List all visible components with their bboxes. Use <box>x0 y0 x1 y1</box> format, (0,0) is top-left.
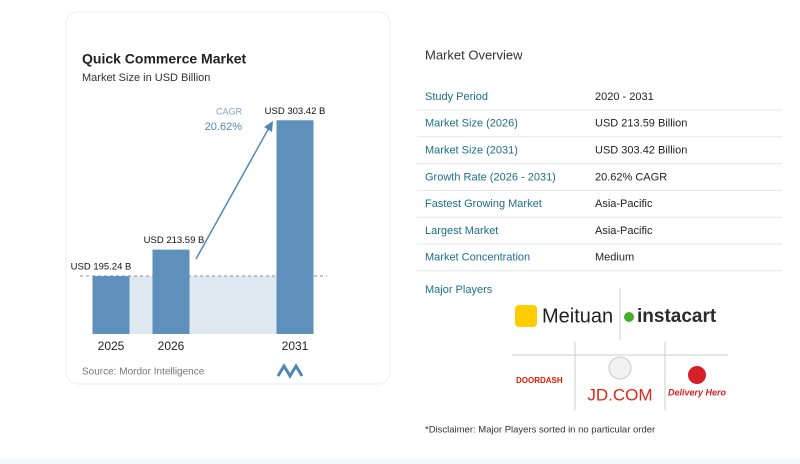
cagr-value: 20.62% <box>205 121 243 133</box>
disclaimer: *Disclaimer: Major Players sorted in no … <box>425 425 655 436</box>
row-value: 2020 - 2031 <box>595 91 654 103</box>
row-value: 20.62% CAGR <box>595 171 667 183</box>
dh-icon <box>688 366 706 384</box>
players-title: Major Players <box>425 284 493 296</box>
x-tick-label: 2025 <box>98 339 125 353</box>
cagr-label: CAGR <box>216 106 243 116</box>
row-value: USD 213.59 Billion <box>595 118 687 130</box>
row-bg <box>417 191 782 218</box>
row-bg <box>417 110 782 137</box>
player-logo: Meituan <box>542 305 613 327</box>
player-logo: instacart <box>637 306 717 327</box>
logo <box>276 363 304 379</box>
row-label: Market Size (2031) <box>425 145 518 157</box>
row-value: Asia-Pacific <box>595 198 653 210</box>
row-value: USD 303.42 Billion <box>595 145 687 157</box>
row-label: Market Concentration <box>425 252 530 264</box>
meituan-icon <box>515 305 537 327</box>
x-tick-label: 2026 <box>158 339 185 353</box>
row-label: Fastest Growing Market <box>425 198 542 210</box>
row-bg <box>417 244 782 271</box>
overview-table: Study Period 2020 - 2031 Market Size (2026… <box>417 84 782 272</box>
bar <box>152 249 190 334</box>
x-tick-label: 2031 <box>282 339 309 353</box>
overview-title: Market Overview <box>425 47 523 62</box>
data-label: USD 303.42 B <box>265 106 326 117</box>
row-bg <box>417 164 782 191</box>
row-value: Medium <box>595 252 634 264</box>
row-label: Growth Rate (2026 - 2031) <box>425 171 556 183</box>
row-label: Largest Market <box>425 225 498 237</box>
row-bg <box>417 84 782 110</box>
cagr-arrowhead <box>264 121 273 132</box>
row-label: Study Period <box>425 91 488 103</box>
data-label: USD 195.24 B <box>71 262 132 273</box>
player-logo: Delivery Hero <box>668 387 727 397</box>
chart-subtitle: Market Size in USD Billion <box>82 72 210 84</box>
source: Source: Mordor Intelligence <box>82 367 205 378</box>
data-label: USD 213.59 B <box>144 235 205 246</box>
row-bg <box>417 218 782 244</box>
instacart-icon <box>624 312 634 322</box>
row-label: Market Size (2026) <box>425 118 518 130</box>
player-logo: DOORDASH <box>516 376 563 385</box>
cagr-arrow <box>195 125 271 260</box>
bar <box>276 120 314 334</box>
bar <box>92 276 130 334</box>
player-logo: JD.COM <box>587 385 652 404</box>
chart-title: Quick Commerce Market <box>82 51 247 67</box>
row-bg <box>417 137 782 164</box>
row-value: Asia-Pacific <box>595 225 653 237</box>
jd-icon <box>608 356 632 380</box>
